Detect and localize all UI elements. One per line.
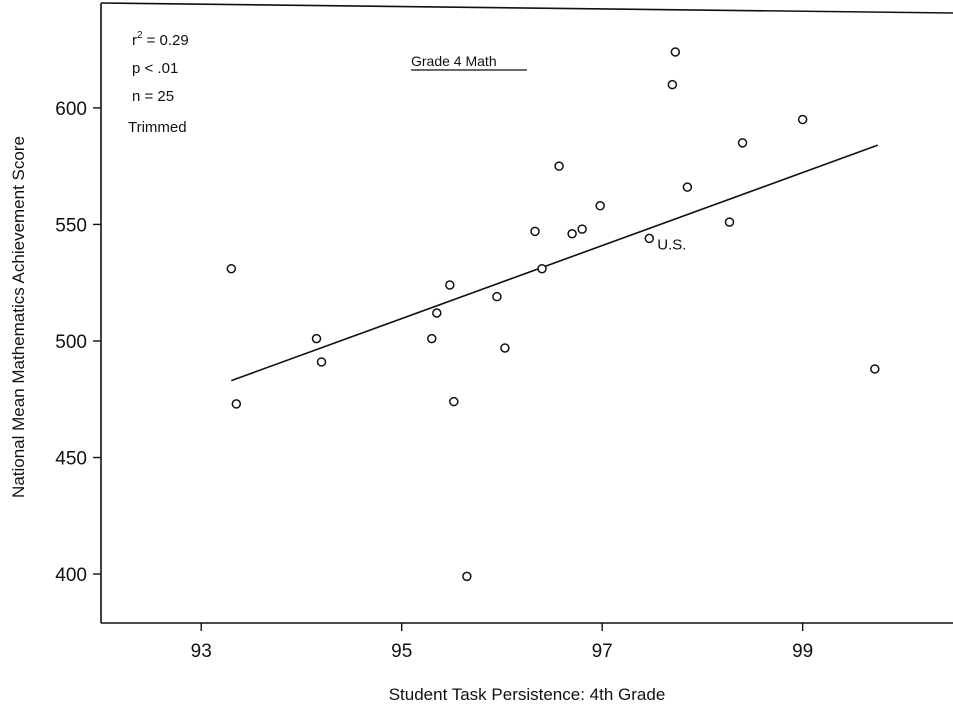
fit-line-group (231, 144, 879, 382)
data-point (449, 396, 459, 407)
stat-r-label: r (132, 32, 137, 49)
data-point (724, 217, 735, 227)
data-point (682, 182, 693, 192)
x-tick-label: 95 (391, 641, 412, 662)
data-point (427, 333, 437, 344)
data-point (226, 263, 237, 274)
point-annotation-label: U.S. (657, 236, 686, 253)
x-tick-label: 97 (592, 641, 613, 662)
data-point (554, 161, 564, 171)
points-group (226, 47, 880, 582)
x-tick-label: 99 (792, 641, 813, 662)
x-axis-title: Student Task Persistence: 4th Grade (389, 685, 666, 704)
tick-group: 93 95 97 99 400 450 500 550 600 (55, 99, 813, 662)
stat-r-squared: r2 = 0.29 (132, 30, 189, 49)
stat-r-value: = 0.29 (147, 32, 189, 49)
data-point (311, 333, 322, 344)
data-point (445, 280, 455, 290)
data-point (567, 229, 577, 239)
top-border-line (100, 2, 953, 14)
data-point (492, 291, 502, 302)
data-point (670, 47, 681, 57)
annotation-group: U.S. (657, 236, 686, 253)
data-point (231, 399, 242, 409)
y-tick-label: 500 (55, 332, 87, 353)
data-point (644, 233, 655, 244)
y-axis-title: National Mean Mathematics Achievement Sc… (9, 136, 28, 498)
stat-trimmed-note: Trimmed (128, 119, 187, 136)
x-tick-label: 93 (191, 641, 212, 662)
data-point (797, 114, 808, 125)
data-point (316, 357, 327, 367)
data-point (577, 224, 587, 234)
data-point (667, 79, 678, 90)
stat-n-count: n = 25 (132, 88, 174, 105)
y-tick-label: 600 (55, 99, 87, 120)
y-tick-label: 400 (55, 565, 87, 586)
chart-title: Grade 4 Math (411, 53, 497, 69)
y-tick-label: 450 (55, 449, 87, 470)
stat-r-sup: 2 (137, 30, 143, 41)
data-point (462, 571, 472, 582)
data-point (595, 201, 605, 211)
data-point (500, 343, 510, 353)
y-tick-label: 550 (55, 215, 87, 236)
data-point (432, 308, 442, 318)
data-point (870, 364, 880, 374)
data-point (537, 263, 547, 274)
data-point (737, 138, 748, 148)
stat-p-value: p < .01 (132, 60, 178, 77)
data-point (530, 226, 540, 237)
regression-line (231, 144, 879, 382)
